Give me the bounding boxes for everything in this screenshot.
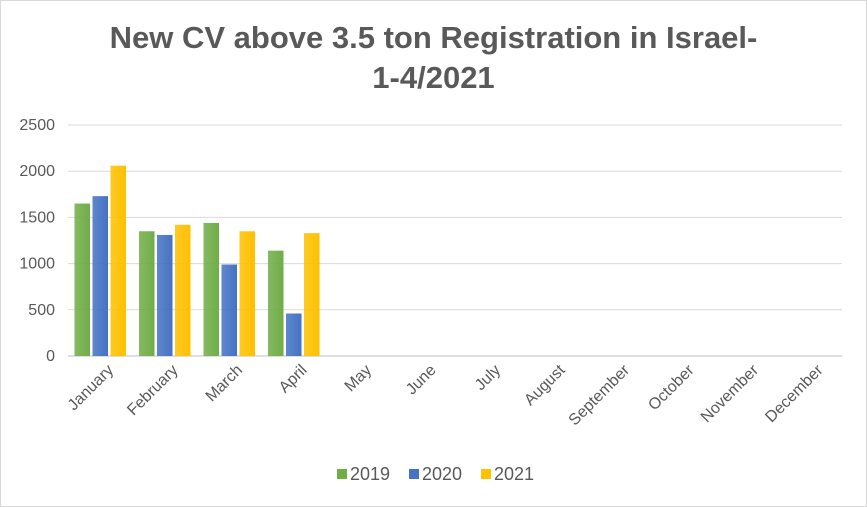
y-tick-label: 1000: [19, 256, 55, 273]
x-tick-label: April: [276, 362, 311, 397]
x-tick-label: July: [472, 362, 504, 394]
bar-2020-february: [157, 234, 173, 356]
chart-title: New CV above 3.5 ton Registration in Isr…: [0, 18, 867, 98]
legend: 2019 2020 2021: [337, 464, 534, 484]
x-tick-label: January: [65, 362, 117, 414]
bar-2021-april: [304, 233, 320, 356]
bar-2021-march: [239, 231, 255, 356]
y-tick-label: 500: [28, 302, 55, 319]
x-tick-label: December: [762, 361, 827, 426]
x-tick-label: February: [124, 362, 181, 419]
x-tick-label: October: [645, 361, 698, 414]
x-tick-label: May: [342, 362, 375, 395]
x-tick-label: August: [521, 361, 569, 409]
bar-2019-february: [139, 231, 155, 356]
gridlines: [68, 124, 842, 357]
legend-label-2021: 2021: [494, 464, 534, 484]
chart-title-line-1: New CV above 3.5 ton Registration in Isr…: [109, 20, 758, 55]
legend-label-2019: 2019: [350, 464, 390, 484]
bar-2020-january: [92, 196, 108, 356]
bar-2019-april: [268, 250, 284, 356]
bar-2019-january: [74, 203, 90, 356]
y-axis-ticks: 0 500 1000 1500 2000 2500: [19, 117, 55, 365]
x-tick-label: November: [698, 361, 763, 426]
chart-title-line-2: 1-4/2021: [372, 60, 495, 95]
bars: [74, 165, 320, 356]
bar-2020-april: [286, 313, 302, 356]
y-tick-label: 2500: [19, 117, 55, 134]
x-axis-ticks: January February March April May June July Augu…: [65, 361, 827, 429]
bar-2021-january: [110, 165, 126, 356]
bar-2020-march: [221, 264, 237, 356]
x-tick-label: June: [403, 362, 440, 399]
y-tick-label: 0: [46, 348, 55, 365]
x-tick-label: September: [566, 361, 634, 429]
legend-label-2020: 2020: [422, 464, 462, 484]
bar-2019-march: [203, 222, 219, 356]
legend-swatch-2020: [409, 469, 419, 479]
legend-swatch-2021: [481, 469, 491, 479]
bar-2021-february: [175, 224, 191, 356]
x-tick-label: March: [203, 362, 246, 405]
y-tick-label: 2000: [19, 163, 55, 180]
y-tick-label: 1500: [19, 209, 55, 226]
legend-swatch-2019: [337, 469, 347, 479]
